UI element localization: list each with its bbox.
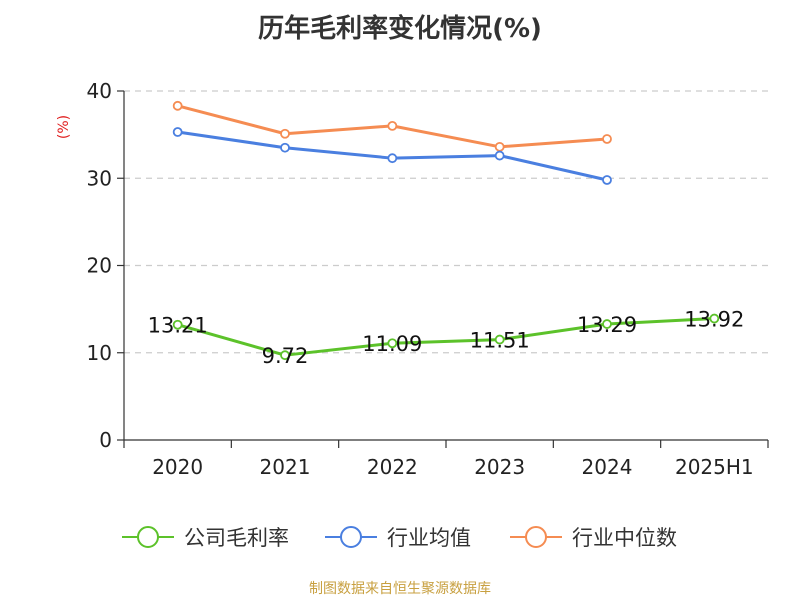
data-label: 13.29 <box>577 313 637 337</box>
x-tick-label: 2021 <box>260 455 311 479</box>
data-point <box>172 100 183 111</box>
data-point <box>494 150 505 161</box>
source-note: 制图数据来自恒生聚源数据库 <box>309 581 491 597</box>
legend: 公司毛利率 行业均值 行业中位数 <box>122 526 677 550</box>
data-point <box>494 334 505 345</box>
y-tick-label: 10 <box>87 341 112 365</box>
data-point <box>172 127 183 137</box>
data-point <box>602 319 612 329</box>
data-point <box>494 141 505 152</box>
data-point <box>280 142 290 153</box>
data-point <box>709 313 720 324</box>
legend-marker <box>340 526 362 548</box>
x-tick-label: 2024 <box>582 455 633 479</box>
data-point <box>280 128 290 139</box>
data-point <box>387 338 398 349</box>
data-label: 11.51 <box>470 329 530 353</box>
x-tick-label: 2020 <box>152 455 203 479</box>
y-tick-label: 30 <box>87 166 112 190</box>
data-label: 9.72 <box>262 344 309 368</box>
y-tick-label: 0 <box>99 428 112 452</box>
data-labels: 13.21 9.72 11.09 11.51 13.29 13.92 <box>148 308 745 369</box>
chart-title: 历年毛利率变化情况(%) <box>258 14 542 44</box>
data-point <box>602 175 612 185</box>
y-tick-label: 20 <box>87 254 112 278</box>
data-point <box>387 121 398 131</box>
legend-label: 行业中位数 <box>572 526 677 550</box>
legend-marker <box>137 526 159 548</box>
data-point <box>602 134 612 144</box>
axes: 0 10 20 30 40 2020 2021 2022 2023 2024 2025H1 (%) <box>56 79 769 479</box>
series-line-0 <box>177 317 715 357</box>
y-axis-label: (%) <box>56 115 72 139</box>
x-tick-label: 2023 <box>474 455 525 479</box>
data-label: 13.92 <box>684 308 744 332</box>
data-label: 13.21 <box>148 314 208 338</box>
data-point <box>280 350 290 361</box>
data-point <box>172 319 183 330</box>
data-label: 11.09 <box>362 332 422 356</box>
gridlines <box>124 90 768 354</box>
x-tick-label: 2022 <box>367 455 418 479</box>
x-tick-label: 2025H1 <box>675 455 754 479</box>
legend-marker <box>525 526 547 548</box>
legend-label: 行业均值 <box>387 526 471 550</box>
data-point <box>387 153 398 164</box>
y-tick-label: 40 <box>87 79 112 103</box>
series-lines <box>172 100 720 361</box>
legend-label: 公司毛利率 <box>184 526 289 550</box>
